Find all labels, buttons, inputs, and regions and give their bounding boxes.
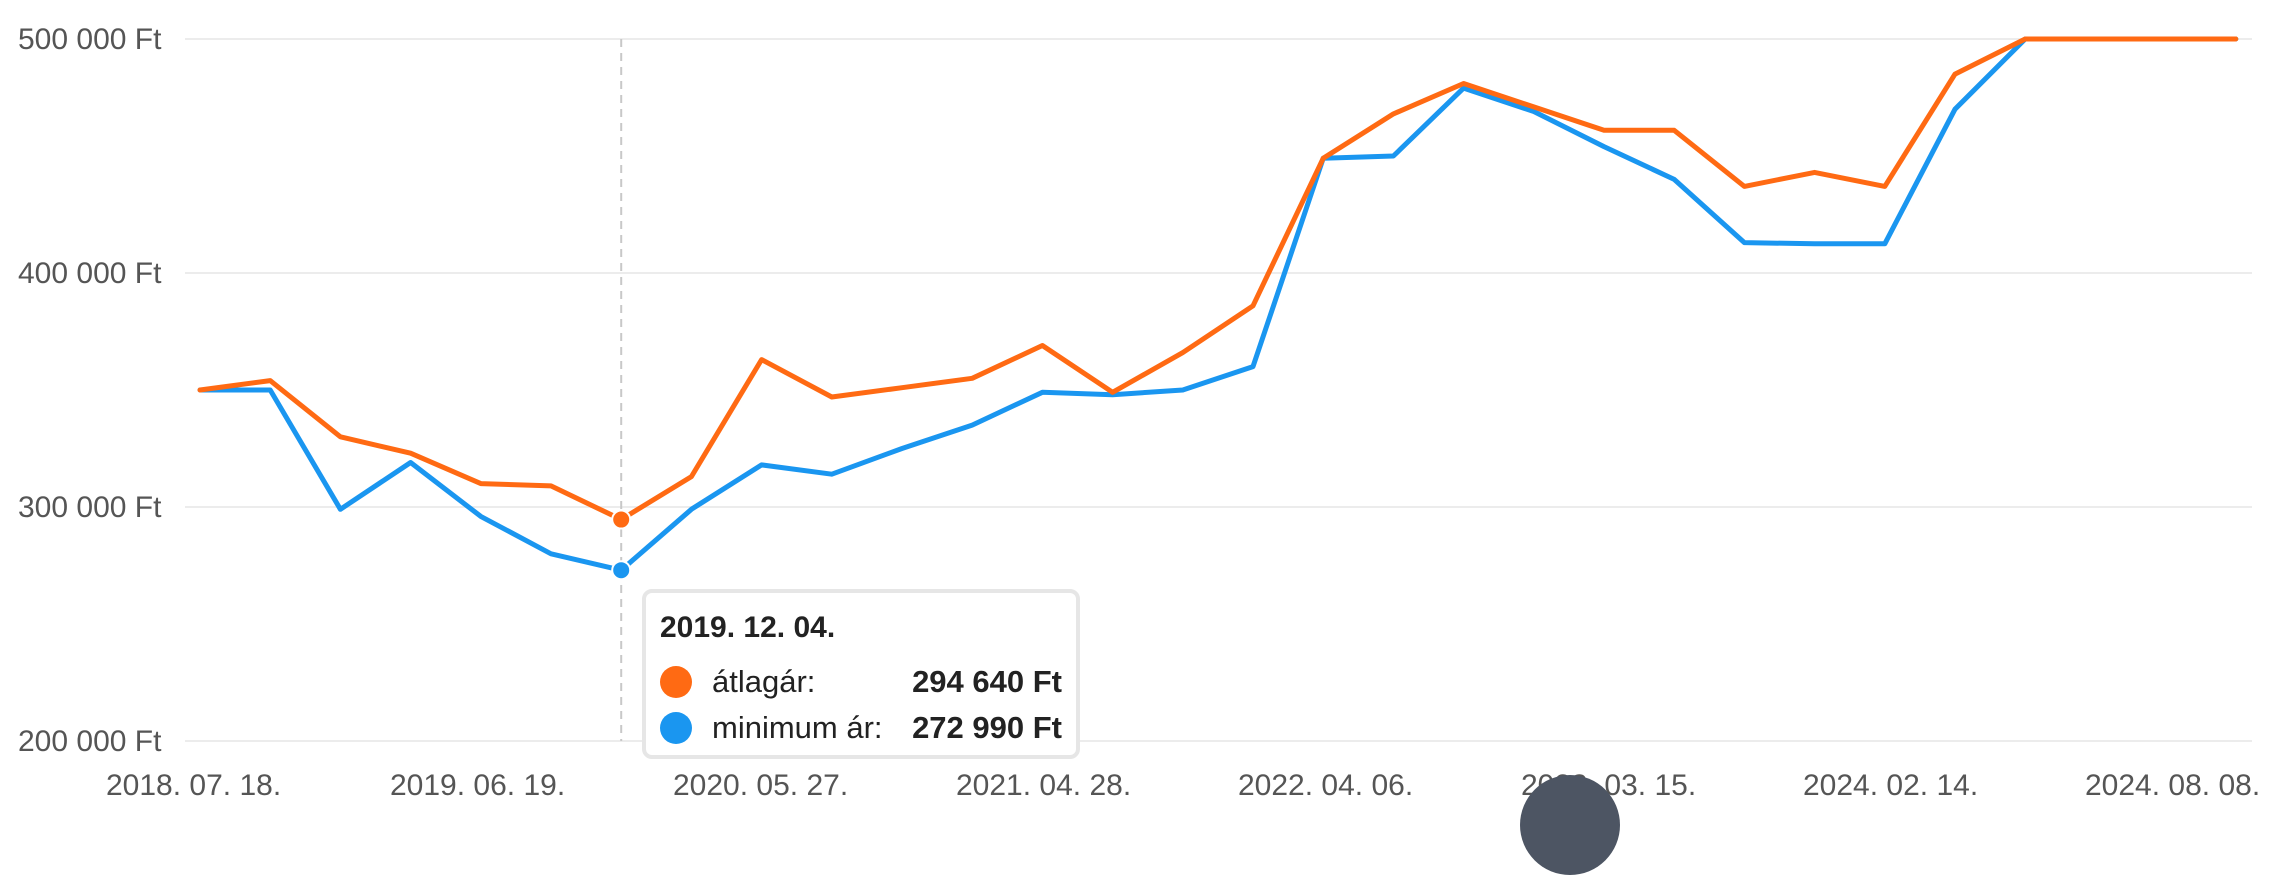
chart-tooltip: 2019. 12. 04. átlagár: 294 640 Ft minimu… — [642, 589, 1080, 759]
tooltip-row-average: átlagár: 294 640 Ft — [660, 659, 1062, 705]
floating-action-bubble[interactable] — [1520, 775, 1620, 875]
x-tick-label: 2022. 04. 06. — [1238, 769, 1413, 801]
tooltip-value-minimum: 272 990 Ft — [912, 710, 1062, 745]
x-tick-label: 2024. 08. 08. — [2085, 769, 2260, 801]
average-price-line — [197, 36, 2239, 522]
y-tick-label: 300 000 Ft — [18, 491, 162, 524]
x-tick-label: 2024. 02. 14. — [1803, 769, 1978, 801]
average-price-hover-point — [611, 509, 632, 530]
x-tick-label: 2020. 05. 27. — [673, 769, 848, 801]
minimum-price-legend-dot — [660, 712, 692, 744]
tooltip-date: 2019. 12. 04. — [660, 611, 836, 644]
price-history-chart: 200 000 Ft 300 000 Ft 400 000 Ft 500 000 Ft… — [18, 23, 2260, 801]
minimum-price-line — [197, 36, 2239, 573]
tooltip-value-average: 294 640 Ft — [912, 664, 1062, 699]
y-tick-label: 200 000 Ft — [18, 725, 162, 758]
tooltip-label-average: átlagár: — [712, 664, 816, 699]
tooltip-label-minimum: minimum ár: — [712, 710, 883, 745]
x-tick-label: 2018. 07. 18. — [106, 769, 281, 801]
average-price-legend-dot — [660, 666, 692, 698]
minimum-price-hover-point — [611, 560, 632, 581]
x-tick-label: 2019. 06. 19. — [390, 769, 565, 801]
tooltip-row-minimum: minimum ár: 272 990 Ft — [660, 705, 1062, 751]
y-tick-label: 400 000 Ft — [18, 257, 162, 290]
x-tick-label: 2021. 04. 28. — [956, 769, 1131, 801]
y-tick-label: 500 000 Ft — [18, 23, 162, 56]
